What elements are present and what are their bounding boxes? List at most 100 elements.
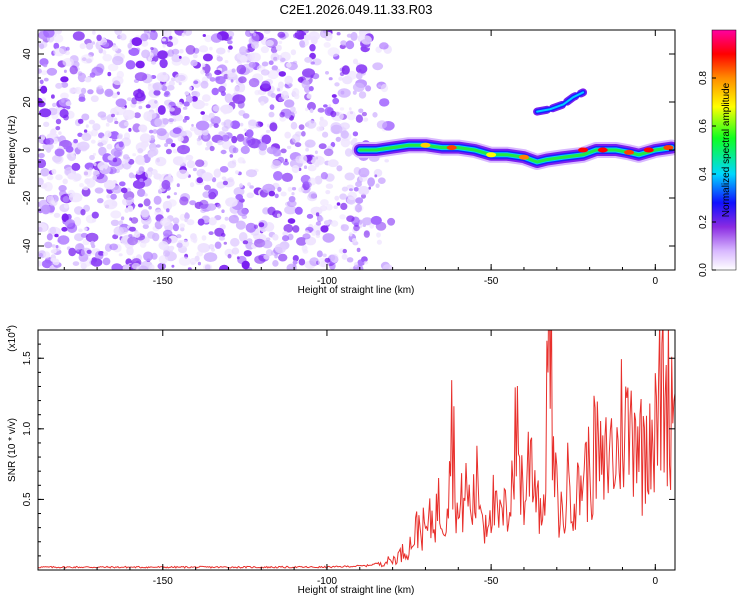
noise-dot [65, 105, 71, 110]
noise-dot [267, 69, 280, 80]
noise-dot [301, 79, 310, 89]
noise-dot [68, 247, 77, 257]
noise-dot [231, 68, 236, 73]
noise-dot [355, 197, 364, 204]
noise-dot [182, 106, 188, 110]
noise-dot [148, 83, 152, 87]
noise-dot [140, 127, 147, 133]
noise-dot [148, 205, 152, 210]
noise-dot [43, 63, 48, 68]
noise-dot [152, 232, 160, 242]
noise-dot [54, 233, 59, 238]
noise-dot [113, 105, 127, 116]
noise-dot [301, 131, 306, 137]
noise-dot [93, 162, 97, 167]
noise-dot [111, 263, 123, 270]
noise-dot [43, 181, 53, 192]
noise-dot [227, 40, 233, 45]
noise-dot [268, 190, 276, 197]
noise-dot [72, 175, 80, 182]
noise-dot [196, 137, 201, 142]
noise-dot [120, 187, 128, 194]
noise-dot [60, 76, 69, 83]
noise-dot [123, 121, 129, 127]
noise-dot [180, 130, 187, 137]
noise-dot [86, 42, 94, 50]
noise-dot [174, 73, 188, 83]
noise-dot [84, 76, 92, 83]
noise-dot [52, 258, 60, 266]
noise-dot [290, 49, 297, 56]
noise-dot [126, 197, 135, 205]
noise-dot [162, 200, 173, 211]
noise-dot [251, 33, 260, 43]
noise-dot [322, 233, 335, 243]
noise-dot [248, 61, 256, 68]
noise-dot [235, 194, 243, 201]
noise-dot [184, 212, 190, 220]
snr-scale-exponent: 4 [6, 328, 13, 332]
noise-dot [323, 220, 331, 226]
noise-dot [157, 50, 168, 60]
noise-dot [339, 193, 347, 200]
noise-dot [38, 152, 45, 159]
noise-dot [199, 199, 209, 209]
noise-dot [224, 248, 234, 257]
noise-dot [141, 49, 151, 59]
noise-dot [134, 231, 141, 238]
noise-dot [153, 173, 162, 180]
noise-dot [41, 259, 53, 269]
noise-dot [201, 129, 209, 136]
noise-dot [292, 225, 300, 233]
noise-dot [227, 49, 231, 53]
snr-y-tick-label: 1.0 [22, 421, 33, 435]
noise-dot [192, 167, 197, 172]
noise-dot [144, 193, 148, 197]
noise-dot [261, 134, 272, 145]
noise-dot [334, 82, 340, 87]
noise-dot [320, 199, 329, 206]
noise-dot [281, 90, 289, 101]
noise-dot [198, 45, 209, 53]
noise-dot [200, 111, 205, 115]
noise-dot [107, 71, 112, 77]
heatmap-y-ticks: -40 -20 0 20 40 [22, 29, 675, 271]
noise-dot [251, 41, 259, 49]
noise-dot [277, 31, 286, 38]
noise-dot [228, 45, 233, 50]
noise-dot [170, 143, 176, 148]
noise-dot [176, 169, 189, 180]
noise-dot [243, 128, 248, 132]
noise-dot [102, 50, 107, 55]
noise-dot [184, 116, 190, 121]
noise-dot [269, 104, 275, 110]
noise-dot [279, 111, 286, 118]
noise-dot [195, 159, 205, 167]
noise-dot [67, 189, 76, 198]
noise-dot [83, 227, 88, 231]
noise-dot [55, 118, 62, 125]
noise-dot [319, 30, 329, 39]
noise-dot [224, 60, 229, 64]
noise-dot [208, 123, 213, 128]
noise-dot [248, 119, 257, 126]
noise-dot [190, 235, 198, 243]
noise-dot [363, 117, 369, 122]
noise-dot [292, 87, 300, 97]
noise-dot [178, 55, 182, 59]
noise-dot [122, 109, 136, 120]
noise-dot [278, 253, 288, 262]
noise-dot [376, 232, 381, 238]
noise-dot [149, 147, 159, 156]
noise-dot [38, 68, 42, 74]
noise-dot [382, 264, 393, 270]
noise-dot [186, 160, 196, 169]
noise-dot [91, 211, 99, 219]
snr-frame [37, 329, 676, 571]
noise-dot [118, 141, 124, 148]
noise-dot [103, 180, 116, 190]
noise-dot [135, 60, 145, 69]
noise-dot [186, 219, 195, 226]
noise-dot [192, 53, 198, 59]
noise-dot [274, 193, 279, 199]
